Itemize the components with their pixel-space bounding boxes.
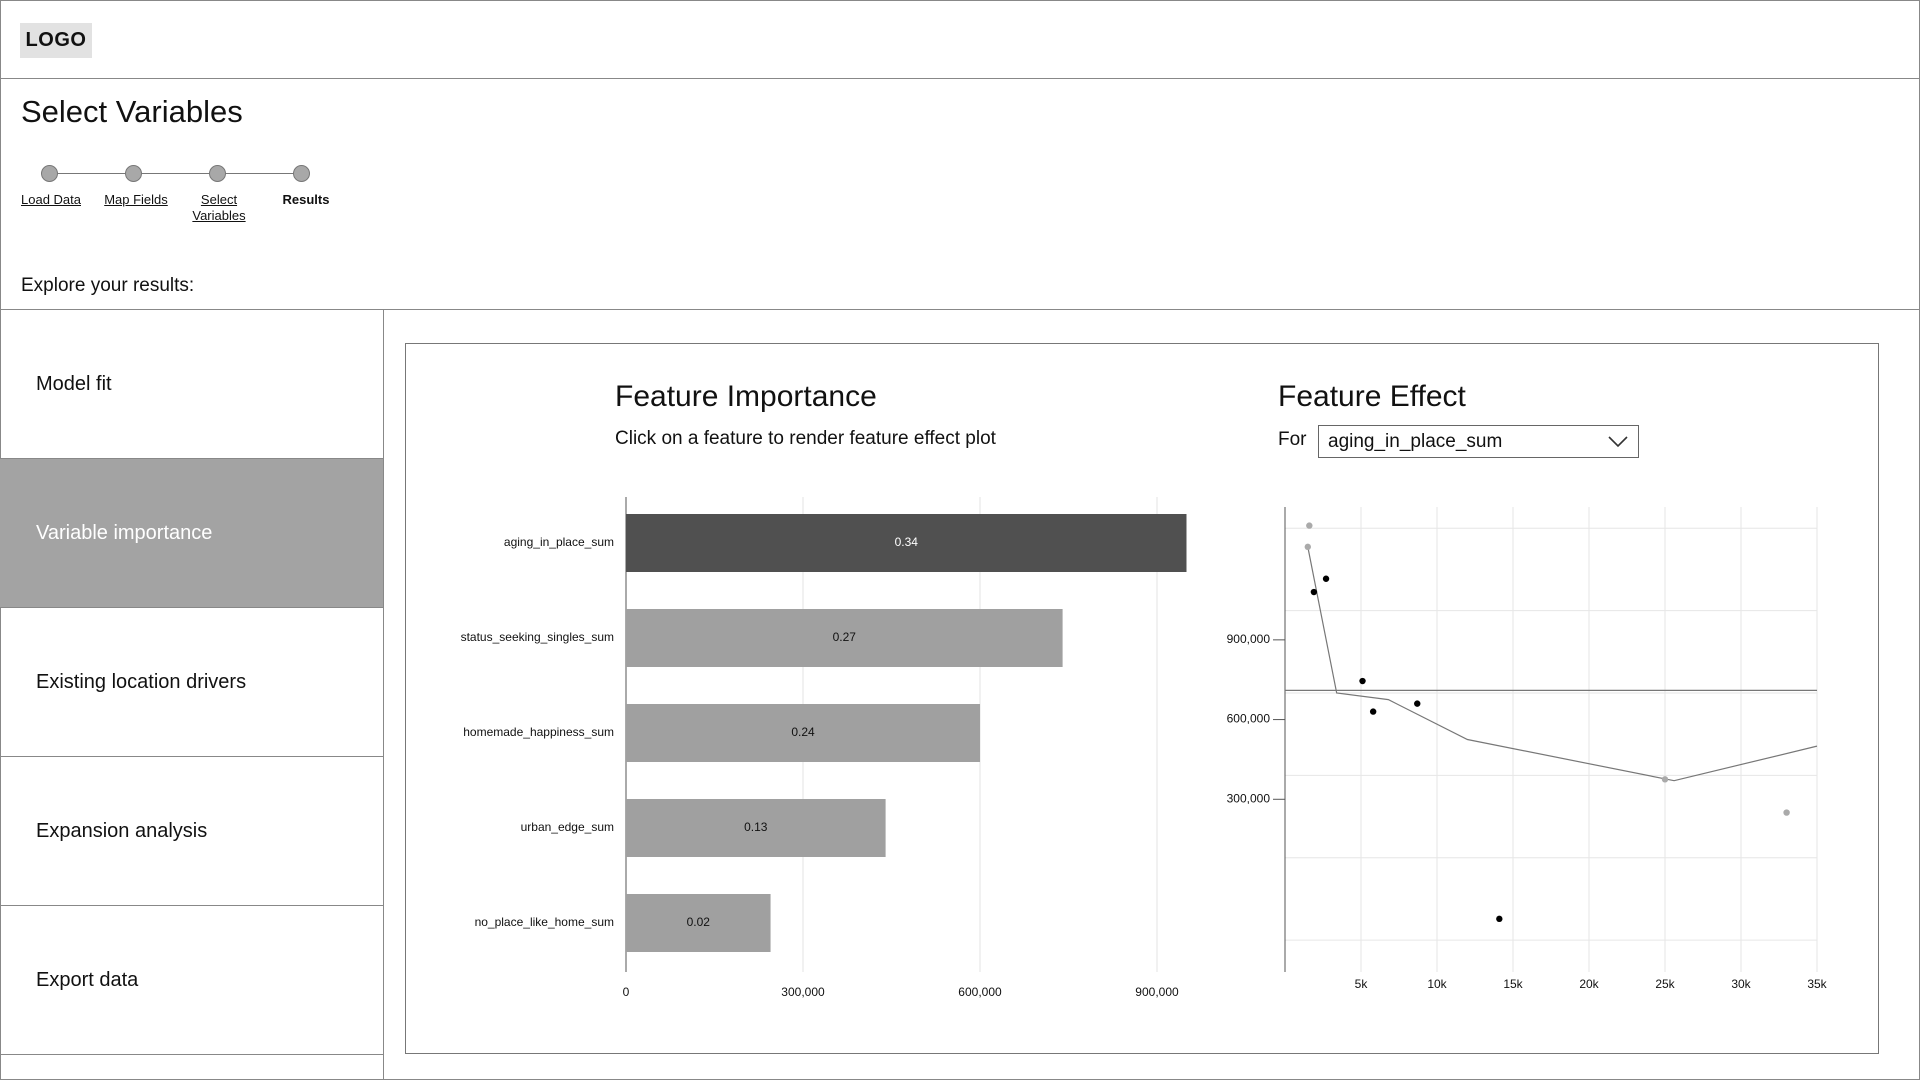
step-dot-results xyxy=(293,165,310,182)
stepper-connector xyxy=(49,173,134,174)
sidebar-item-label: Variable importance xyxy=(36,521,213,544)
feature-effect-title: Feature Effect xyxy=(1278,380,1466,413)
sidebar-item-model-fit[interactable]: Model fit xyxy=(0,310,383,459)
header: LOGO xyxy=(0,0,1920,79)
sidebar-item-expansion-analysis[interactable]: Expansion analysis xyxy=(0,757,383,906)
feature-select-dropdown[interactable]: aging_in_place_sum xyxy=(1318,425,1639,458)
step-label-results: Results xyxy=(282,192,330,207)
sidebar-item-export-data[interactable]: Export data xyxy=(0,906,383,1055)
chevron-down-icon xyxy=(1608,436,1628,448)
results-panel xyxy=(405,343,1879,1054)
section-divider xyxy=(0,309,1920,310)
feature-effect-for-label: For xyxy=(1278,429,1307,450)
stepper-connector xyxy=(134,173,218,174)
step-link-map-fields[interactable]: Map Fields xyxy=(104,192,168,207)
sidebar-item-label: Expansion analysis xyxy=(36,819,208,842)
explore-results-label: Explore your results: xyxy=(21,275,195,296)
results-sidebar: Model fit Variable importance Existing l… xyxy=(0,310,384,1080)
logo: LOGO xyxy=(20,23,92,58)
step-link-select-variables[interactable]: Select Variables xyxy=(192,192,246,223)
sidebar-item-variable-importance[interactable]: Variable importance xyxy=(0,459,383,608)
feature-importance-subtitle: Click on a feature to render feature eff… xyxy=(615,428,996,449)
step-dot-select-variables[interactable] xyxy=(209,165,226,182)
sidebar-item-existing-location-drivers[interactable]: Existing location drivers xyxy=(0,608,383,757)
feature-select-value: aging_in_place_sum xyxy=(1328,431,1503,452)
stepper-connector xyxy=(218,173,302,174)
step-link-load-data[interactable]: Load Data xyxy=(21,192,81,207)
page-title: Select Variables xyxy=(21,94,243,129)
sidebar-item-label: Model fit xyxy=(36,372,112,395)
sidebar-item-label: Export data xyxy=(36,968,139,991)
step-dot-load-data[interactable] xyxy=(41,165,58,182)
sidebar-item-label: Existing location drivers xyxy=(36,670,247,693)
feature-importance-title: Feature Importance xyxy=(615,380,877,413)
step-dot-map-fields[interactable] xyxy=(125,165,142,182)
